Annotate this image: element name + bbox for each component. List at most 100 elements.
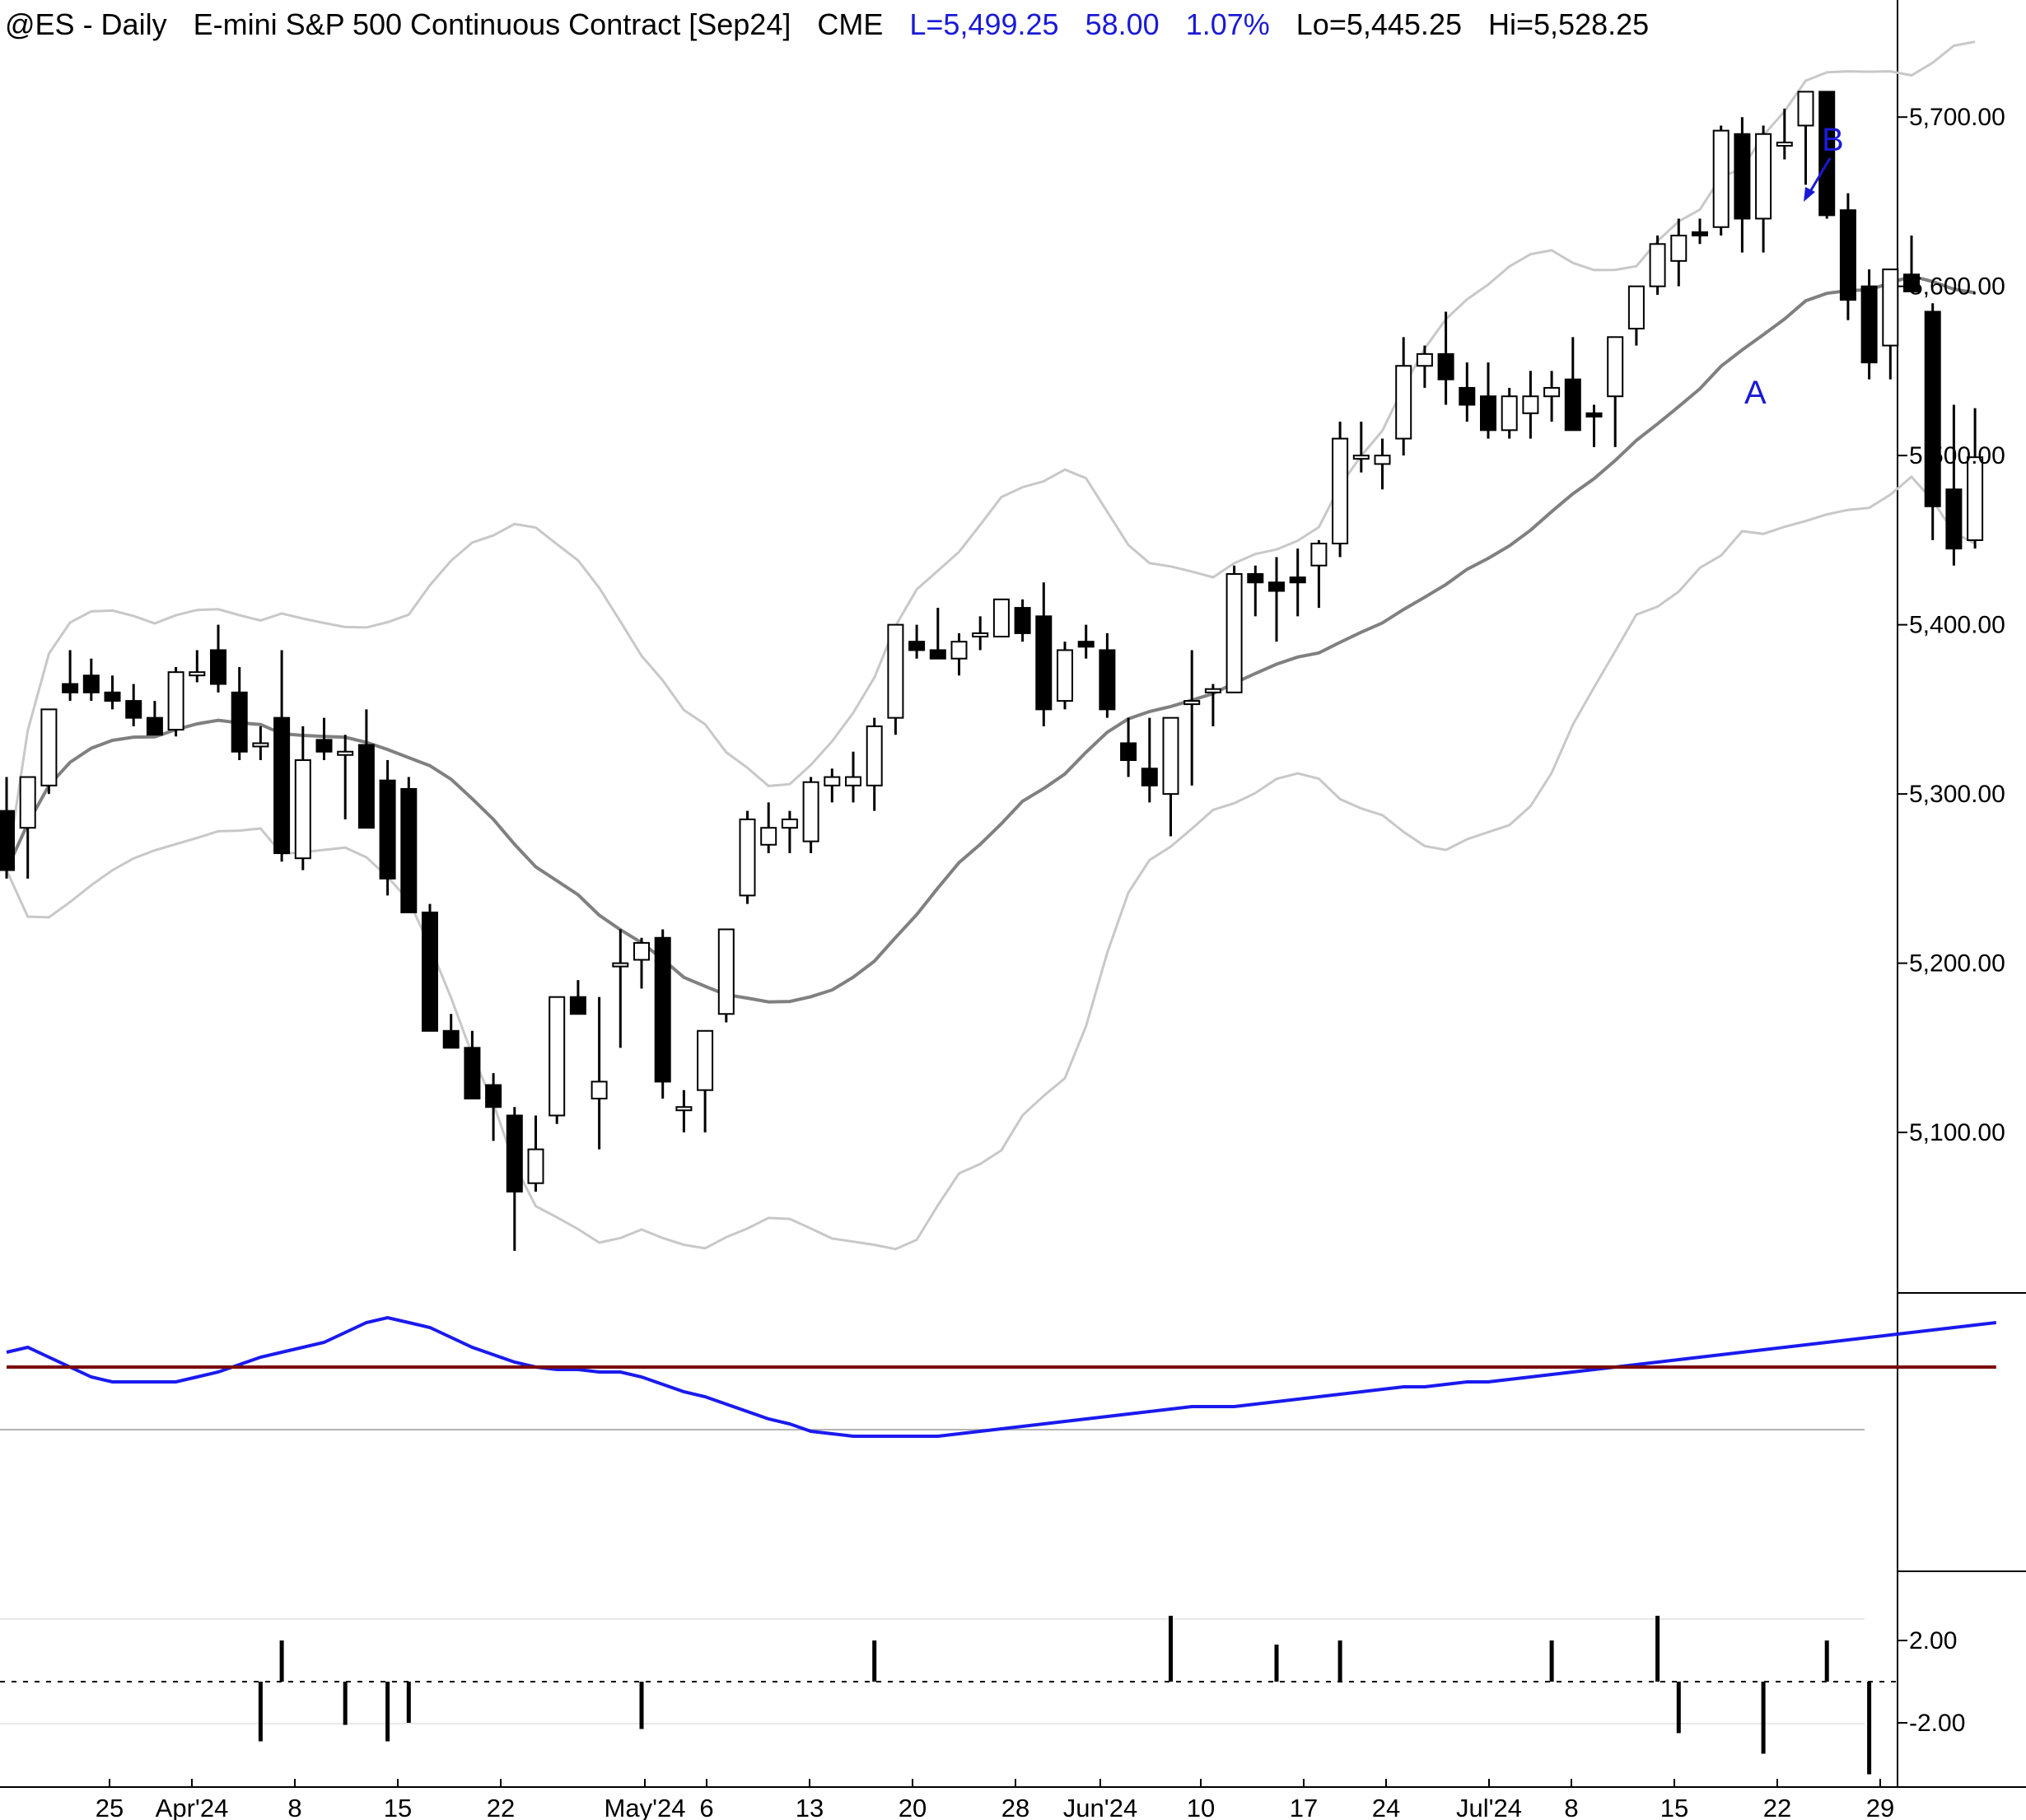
candle (1818, 91, 1836, 219)
chart-header: @ES - Daily E-mini S&P 500 Continuous Co… (5, 7, 1649, 41)
price-tick-label: 5,400.00 (1909, 612, 2005, 639)
candle-body (1903, 273, 1920, 292)
candle-body (845, 776, 861, 786)
candle-body (294, 759, 311, 860)
candle-body (1839, 209, 1856, 301)
candle (1670, 218, 1688, 287)
candle-body (866, 725, 883, 786)
candle-body (1459, 386, 1476, 406)
candle (1903, 236, 1920, 292)
date-tick-label: Apr'24 (156, 1794, 229, 1820)
candle-body (1797, 91, 1814, 127)
candle (506, 1107, 523, 1251)
header-last: L=5,499.25 (909, 7, 1058, 41)
candle-body (1924, 310, 1941, 507)
candle-body (1014, 607, 1031, 634)
candle (337, 735, 354, 819)
candle-body (1755, 133, 1772, 220)
candle (972, 616, 989, 651)
candle (252, 726, 269, 761)
candle (442, 1014, 460, 1049)
candle-body (315, 739, 333, 753)
candle-body (1945, 488, 1963, 550)
candle (125, 684, 142, 726)
candle-body (1607, 336, 1624, 398)
oscillator-lines (6, 1315, 1997, 1438)
candle (697, 1029, 714, 1133)
candle-body (697, 1029, 714, 1091)
candle (1501, 387, 1518, 439)
upper-band-line (5, 40, 1976, 870)
candle (1797, 91, 1814, 185)
candle-body (908, 641, 926, 651)
candle (1247, 565, 1264, 617)
candle-body (357, 744, 375, 829)
candle-body (379, 779, 396, 880)
candle (549, 996, 566, 1124)
candle-body (1734, 133, 1751, 220)
candle-body (1204, 688, 1221, 693)
candle-body (1967, 456, 1984, 541)
candlestick-series (0, 91, 1984, 1251)
candle (1839, 193, 1856, 320)
date-tick-label: 20 (899, 1794, 927, 1820)
candle (1459, 362, 1476, 422)
candle (760, 802, 777, 854)
candle-body (1416, 352, 1433, 367)
candle-body (760, 827, 777, 846)
candle (1967, 408, 1984, 549)
date-tick-label: 28 (1001, 1794, 1029, 1820)
histogram-axis-ticks: 2.00 -2.00 (1898, 1627, 1965, 1737)
candle (654, 929, 671, 1099)
candle (527, 1115, 544, 1192)
candle (1522, 371, 1539, 439)
candle-body (612, 962, 629, 968)
candle-body (442, 1029, 460, 1049)
header-low: Lo=5,445.25 (1296, 7, 1462, 41)
header-symbol: @ES - Daily (5, 7, 167, 41)
price-tick-label: 5,700.00 (1909, 104, 2005, 131)
candle (845, 751, 861, 803)
candle-body (717, 928, 735, 1015)
candle (40, 708, 58, 795)
date-tick-label: 8 (287, 1794, 301, 1820)
candle-body (1289, 576, 1306, 584)
date-tick-label: 25 (96, 1794, 124, 1820)
candle (950, 632, 968, 676)
candle (1057, 642, 1073, 710)
candle-body (506, 1114, 523, 1192)
candle-body (1332, 437, 1349, 544)
candle-body (104, 691, 121, 702)
candle (1627, 285, 1645, 346)
candle-body (1627, 285, 1645, 330)
candle-body (40, 708, 58, 786)
candle (104, 675, 121, 710)
annotation-b-arrow (1807, 157, 1832, 195)
candle-body (0, 810, 15, 871)
candle (908, 624, 926, 659)
candle (1945, 404, 1963, 566)
date-tick-label: 15 (1660, 1794, 1688, 1820)
candle-body (1860, 285, 1878, 364)
histogram-tick-label: 2.00 (1909, 1627, 1957, 1654)
bollinger-bands (5, 40, 1976, 1251)
date-tick-label: Jun'24 (1063, 1794, 1137, 1820)
candle (1141, 717, 1158, 803)
candle (739, 810, 756, 904)
date-tick-label: 13 (796, 1794, 824, 1820)
price-tick-label: 5,500.00 (1909, 442, 2005, 469)
price-axis-ticks: 5,100.00 5,200.00 5,300.00 5,400.00 5,500.00… (1898, 104, 2005, 1146)
candle-body (1818, 91, 1836, 217)
date-tick-label: 22 (1763, 1794, 1791, 1820)
candle (802, 777, 819, 854)
candle-body (781, 818, 798, 829)
lower-band-line (5, 474, 1976, 1251)
candle (929, 608, 946, 660)
candle (1607, 336, 1624, 447)
candle-body (802, 781, 819, 842)
candle (210, 624, 226, 693)
candle (1543, 371, 1561, 422)
candle (273, 650, 291, 862)
candle (1120, 717, 1137, 777)
candle (569, 980, 586, 1015)
